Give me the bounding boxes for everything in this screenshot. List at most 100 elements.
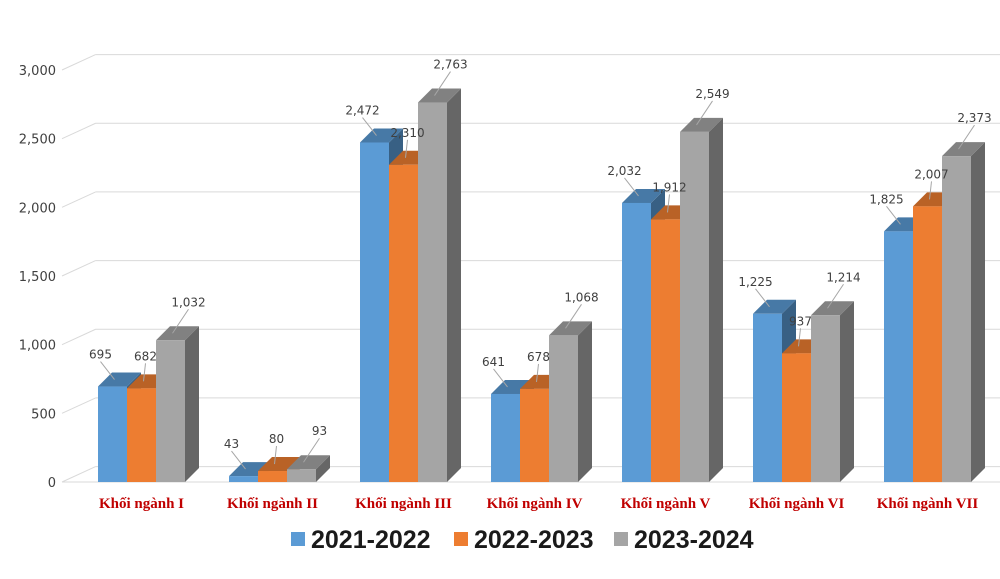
data-label: 1,214 bbox=[826, 270, 860, 284]
data-label: 1,225 bbox=[738, 275, 772, 289]
bar bbox=[287, 455, 330, 482]
data-label: 641 bbox=[482, 355, 505, 369]
gridline-depth bbox=[61, 328, 96, 346]
data-label-leader bbox=[303, 437, 320, 463]
data-label: 1,068 bbox=[564, 290, 598, 304]
bar bbox=[549, 321, 592, 482]
bar-front bbox=[491, 393, 520, 482]
data-label-leader bbox=[274, 445, 277, 465]
legend-swatch bbox=[291, 532, 305, 546]
data-label-leader bbox=[827, 283, 844, 309]
bar-front bbox=[811, 315, 840, 482]
legend-item: 2023-2024 bbox=[614, 526, 754, 554]
y-tick-label: 3,000 bbox=[19, 64, 56, 79]
data-label: 2,549 bbox=[695, 87, 729, 101]
bar-front bbox=[360, 142, 389, 482]
bar-front bbox=[942, 156, 971, 482]
bar-top bbox=[549, 321, 592, 336]
legend-swatch bbox=[614, 532, 628, 546]
bar-side bbox=[578, 321, 592, 482]
gridline-depth bbox=[61, 122, 96, 140]
y-tick-label: 2,500 bbox=[19, 133, 56, 148]
bar bbox=[942, 142, 985, 482]
legend: 2021-2022 2022-2023 2023-2024 bbox=[291, 526, 754, 554]
bar-front bbox=[782, 353, 811, 482]
bar-front bbox=[229, 476, 258, 482]
bar-top bbox=[622, 188, 665, 203]
bar bbox=[811, 301, 854, 482]
legend-item: 2022-2023 bbox=[454, 526, 594, 554]
legend-swatch bbox=[454, 532, 468, 546]
x-category-label: Khối ngành IV bbox=[487, 496, 583, 512]
legend-label: 2021-2022 bbox=[311, 526, 431, 554]
bar-front bbox=[680, 131, 709, 483]
data-label: 2,763 bbox=[433, 58, 467, 72]
bar-front bbox=[549, 335, 578, 482]
bar-front bbox=[418, 102, 447, 482]
bar-front bbox=[913, 206, 942, 482]
data-label: 2,373 bbox=[957, 111, 991, 125]
data-label-leader bbox=[434, 71, 451, 96]
bar-front bbox=[287, 469, 316, 482]
data-label: 2,472 bbox=[345, 104, 379, 118]
bar-front bbox=[156, 340, 185, 482]
bar-top bbox=[360, 128, 403, 143]
bar-side bbox=[185, 326, 199, 482]
bar-front bbox=[127, 388, 156, 482]
gridline-depth bbox=[61, 191, 96, 208]
x-category-label: Khối ngành I bbox=[99, 496, 184, 512]
gridline-depth bbox=[61, 397, 96, 414]
bar-front bbox=[622, 202, 651, 482]
bar bbox=[156, 326, 199, 482]
bar-front bbox=[651, 219, 680, 482]
data-label: 2,032 bbox=[607, 164, 641, 178]
bar-front bbox=[389, 164, 418, 482]
x-category-label: Khối ngành II bbox=[227, 496, 318, 512]
data-label-leader bbox=[405, 139, 408, 158]
data-label: 695 bbox=[89, 348, 112, 362]
bar-side bbox=[447, 88, 461, 482]
bar-front bbox=[98, 386, 127, 482]
legend-label: 2023-2024 bbox=[634, 526, 754, 554]
bar-top bbox=[156, 326, 199, 341]
bar bbox=[418, 88, 461, 482]
bars bbox=[98, 88, 985, 483]
legend-label: 2022-2023 bbox=[474, 526, 594, 554]
data-label-leader bbox=[624, 177, 639, 197]
x-category-label: Khối ngành VI bbox=[749, 496, 845, 512]
bar-side bbox=[316, 455, 330, 482]
bar-top bbox=[680, 117, 723, 132]
bar-front bbox=[258, 471, 287, 482]
data-label: 1,912 bbox=[652, 180, 686, 194]
x-category-label: Khối ngành III bbox=[355, 496, 452, 512]
bar-top bbox=[287, 455, 330, 470]
bar-front bbox=[753, 313, 782, 482]
bar-front bbox=[520, 388, 549, 482]
bar-top bbox=[98, 372, 141, 387]
data-label: 2,007 bbox=[914, 167, 948, 181]
bar-front bbox=[884, 231, 913, 482]
x-category-label: Khối ngành VII bbox=[877, 496, 979, 512]
bar-top bbox=[753, 299, 796, 314]
data-label-leader bbox=[958, 124, 975, 150]
bar-side bbox=[840, 301, 854, 482]
bar-side bbox=[709, 117, 723, 483]
data-label-leader bbox=[696, 100, 713, 126]
data-label-leader bbox=[886, 206, 901, 225]
data-labels: 695 682 1,032 Khối ngành I 43 80 93 Khối ngành … bbox=[89, 58, 992, 512]
y-tick-label: 1,500 bbox=[19, 270, 56, 285]
data-label: 2,310 bbox=[390, 126, 424, 140]
data-label: 678 bbox=[527, 350, 550, 364]
gridline-depth bbox=[61, 54, 96, 71]
data-label-leader bbox=[231, 450, 246, 470]
y-tick-label: 500 bbox=[31, 407, 56, 422]
data-label: 80 bbox=[269, 432, 284, 446]
data-label: 1,825 bbox=[869, 192, 903, 206]
data-label-leader bbox=[362, 117, 377, 136]
bar-top bbox=[942, 142, 985, 157]
legend-item: 2021-2022 bbox=[291, 526, 431, 554]
data-label-leader bbox=[172, 308, 189, 334]
gridline-depth bbox=[61, 260, 96, 277]
